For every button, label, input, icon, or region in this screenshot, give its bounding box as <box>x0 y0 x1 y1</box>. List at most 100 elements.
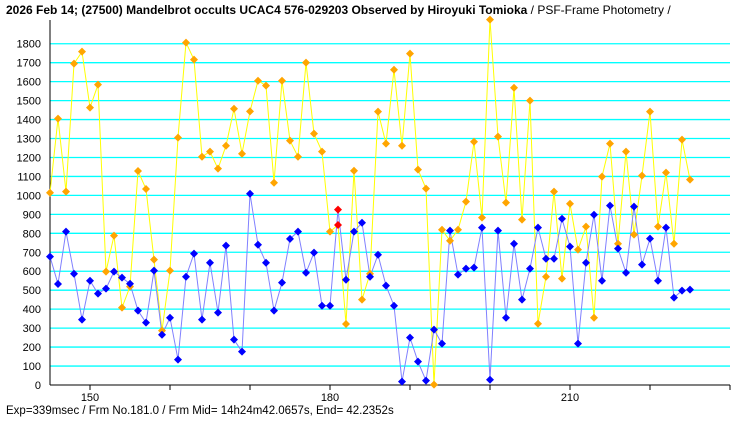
data-point-orange <box>622 147 630 156</box>
data-point-orange <box>358 295 366 304</box>
data-point-orange <box>110 231 118 240</box>
data-point-orange <box>254 76 262 85</box>
data-point-blue <box>382 281 390 290</box>
data-point-orange <box>574 245 582 254</box>
data-point-blue <box>270 306 278 315</box>
data-point-orange <box>142 184 150 193</box>
data-point-orange <box>318 147 326 156</box>
data-point-orange <box>62 187 70 196</box>
data-point-blue <box>582 258 590 267</box>
data-point-blue <box>190 249 198 258</box>
y-tick-label: 1300 <box>17 134 41 146</box>
data-point-blue <box>374 250 382 259</box>
data-point-blue <box>350 227 358 236</box>
data-point-orange <box>606 139 614 148</box>
data-point-orange <box>78 47 86 56</box>
data-point-orange <box>454 225 462 234</box>
y-tick-label: 300 <box>23 323 41 335</box>
data-point-blue <box>278 278 286 287</box>
data-point-blue <box>342 275 350 284</box>
data-point-orange <box>542 272 550 281</box>
y-tick-label: 200 <box>23 342 41 354</box>
data-point-orange <box>470 137 478 146</box>
data-point-orange <box>174 133 182 142</box>
data-point-blue <box>326 301 334 310</box>
data-point-orange <box>526 96 534 105</box>
data-point-orange <box>278 76 286 85</box>
y-tick-label: 800 <box>23 228 41 240</box>
data-point-blue <box>574 339 582 348</box>
data-point-blue <box>86 276 94 285</box>
data-point-blue <box>598 276 606 285</box>
data-point-blue <box>638 260 646 269</box>
y-tick-label: 1600 <box>17 77 41 89</box>
data-point-blue <box>486 375 494 384</box>
data-point-orange <box>390 65 398 74</box>
data-point-orange <box>166 266 174 275</box>
data-point-blue <box>302 268 310 277</box>
data-point-orange <box>510 83 518 92</box>
y-tick-label: 1500 <box>17 96 41 108</box>
data-point-blue <box>390 301 398 310</box>
data-point-orange <box>222 141 230 150</box>
data-point-orange <box>294 152 302 161</box>
data-point-orange <box>150 255 158 264</box>
y-tick-label: 900 <box>23 209 41 221</box>
data-point-blue <box>606 201 614 210</box>
data-point-blue <box>206 258 214 267</box>
data-point-orange <box>214 164 222 173</box>
data-point-blue <box>470 263 478 272</box>
data-point-orange <box>206 147 214 156</box>
series-line-orange <box>49 19 691 385</box>
y-tick-label: 1400 <box>17 115 41 127</box>
data-point-orange <box>662 168 670 177</box>
data-point-orange <box>46 188 54 197</box>
data-point-blue <box>110 267 118 276</box>
data-point-orange <box>550 187 558 196</box>
data-point-blue <box>462 264 470 273</box>
data-point-blue <box>222 241 230 250</box>
data-point-blue <box>446 226 454 235</box>
data-point-blue <box>158 330 166 339</box>
data-point-blue <box>254 240 262 249</box>
data-point-blue <box>102 284 110 293</box>
data-point-blue <box>334 205 342 214</box>
data-point-blue <box>94 289 102 298</box>
data-point-orange <box>630 230 638 239</box>
data-point-orange <box>598 172 606 181</box>
data-point-blue <box>286 234 294 243</box>
data-point-blue <box>198 315 206 324</box>
data-point-orange <box>382 139 390 148</box>
data-point-blue <box>406 333 414 342</box>
data-point-blue <box>398 377 406 386</box>
data-point-orange <box>686 175 694 184</box>
data-point-blue <box>558 214 566 223</box>
data-point-blue <box>126 279 134 288</box>
data-point-blue <box>310 248 318 257</box>
data-point-orange <box>486 15 494 24</box>
data-point-orange <box>374 107 382 116</box>
data-point-blue <box>182 272 190 281</box>
data-point-orange <box>134 166 142 175</box>
data-point-orange <box>310 129 318 138</box>
data-point-blue <box>654 276 662 285</box>
data-point-blue <box>358 218 366 227</box>
data-point-blue <box>518 295 526 304</box>
data-point-orange <box>670 239 678 248</box>
title-main: 2026 Feb 14; (27500) Mandelbrot occults … <box>6 3 528 17</box>
data-point-orange <box>182 38 190 47</box>
data-point-blue <box>454 270 462 279</box>
data-point-orange <box>190 55 198 64</box>
data-point-orange <box>590 313 598 322</box>
data-point-orange <box>334 220 342 229</box>
y-tick-label: 1100 <box>17 171 41 183</box>
data-point-blue <box>318 301 326 310</box>
data-point-blue <box>246 189 254 198</box>
data-point-orange <box>102 267 110 276</box>
data-point-orange <box>430 380 438 389</box>
data-point-orange <box>302 58 310 67</box>
data-point-blue <box>70 269 78 278</box>
data-point-orange <box>86 103 94 112</box>
data-point-orange <box>198 152 206 161</box>
